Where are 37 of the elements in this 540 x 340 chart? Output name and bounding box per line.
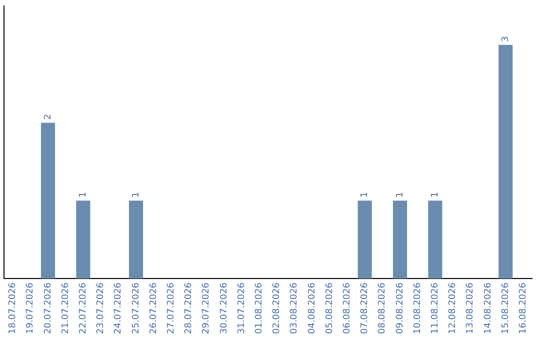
x-tick-label: 05.08.2026 — [324, 282, 335, 334]
data-label: 2 — [43, 114, 54, 120]
x-tick-label: 07.08.2026 — [360, 282, 370, 334]
x-tick-label: 24.07.2026 — [114, 282, 124, 334]
x-tick-label: 25.07.2026 — [131, 282, 142, 334]
x-tick-label: 14.08.2026 — [483, 282, 494, 334]
x-tick-label: 23.07.2026 — [96, 282, 106, 334]
x-tick-label: 22.07.2026 — [78, 282, 89, 334]
data-label: 1 — [131, 192, 142, 198]
x-tick-label: 16.08.2026 — [518, 282, 529, 334]
x-tick-label: 01.08.2026 — [254, 282, 265, 334]
x-tick-label: 09.08.2026 — [395, 282, 406, 334]
x-tick-label: 20.07.2026 — [43, 282, 54, 334]
x-tick-label: 31.07.2026 — [236, 282, 247, 334]
x-tick-label: 06.08.2026 — [342, 282, 353, 334]
x-tick-label: 15.08.2026 — [500, 282, 511, 334]
x-tick-label: 04.08.2026 — [307, 282, 318, 334]
x-tick-label: 29.07.2026 — [202, 282, 212, 334]
x-tick-label: 28.07.2026 — [184, 282, 194, 334]
x-tick-label: 12.08.2026 — [448, 282, 458, 334]
data-label: 1 — [360, 192, 370, 198]
x-tick-label: 21.07.2026 — [60, 282, 71, 334]
x-tick-label: 02.08.2026 — [272, 282, 282, 334]
x-tick-label: 19.07.2026 — [26, 282, 36, 334]
x-tick-label: 27.07.2026 — [166, 282, 177, 334]
x-tick-label: 08.08.2026 — [378, 282, 388, 334]
data-label: 1 — [395, 192, 406, 198]
x-tick-label: 11.08.2026 — [430, 282, 441, 334]
data-label: 1 — [78, 192, 89, 198]
x-tick-label: 18.07.2026 — [8, 282, 18, 334]
x-tick-label: 03.08.2026 — [290, 282, 300, 334]
x-tick-label: 10.08.2026 — [412, 282, 423, 334]
data-label: 3 — [500, 36, 511, 42]
x-tick-label: 26.07.2026 — [148, 282, 159, 334]
x-tick-label: 13.08.2026 — [466, 282, 476, 334]
data-label: 1 — [430, 192, 441, 198]
x-tick-label: 30.07.2026 — [219, 282, 230, 334]
